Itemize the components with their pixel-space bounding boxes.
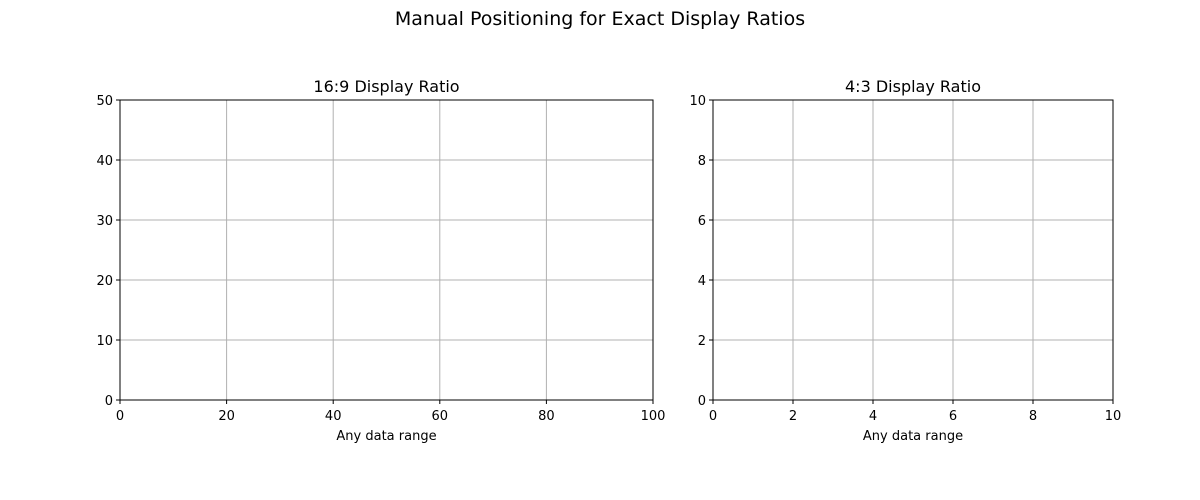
axes-frame bbox=[712, 99, 1114, 401]
x-tick-label: 4 bbox=[869, 409, 877, 424]
y-tick-label: 6 bbox=[698, 214, 706, 229]
plot-area bbox=[120, 100, 653, 400]
axes-title: 16:9 Display Ratio bbox=[313, 77, 459, 96]
axes-title: 4:3 Display Ratio bbox=[845, 77, 981, 96]
x-tick-label: 100 bbox=[641, 409, 666, 424]
x-axis-label: Any data range bbox=[863, 429, 963, 444]
y-tick-label: 2 bbox=[698, 334, 706, 349]
x-tick-label: 60 bbox=[432, 409, 449, 424]
axes-2: 0 2 4 6 8 10 0 2 4 6 8 10 4:3 Display Ratio Any data … bbox=[689, 77, 1121, 444]
x-tick-label: 2 bbox=[789, 409, 797, 424]
y-tick-label: 10 bbox=[689, 94, 706, 109]
x-tick-label: 8 bbox=[1029, 409, 1037, 424]
axes-1: 0 20 40 60 80 100 0 10 20 30 40 50 16:9 Display Rati… bbox=[96, 77, 665, 444]
y-tick-label: 40 bbox=[96, 154, 113, 169]
x-tick-label: 10 bbox=[1105, 409, 1122, 424]
x-tick-label: 0 bbox=[709, 409, 717, 424]
y-tick-label: 10 bbox=[96, 334, 113, 349]
y-tick-label: 4 bbox=[698, 274, 706, 289]
x-tick-label: 6 bbox=[949, 409, 957, 424]
y-tick-label: 30 bbox=[96, 214, 113, 229]
x-axis-label: Any data range bbox=[336, 429, 436, 444]
figure-suptitle: Manual Positioning for Exact Display Rat… bbox=[395, 8, 805, 30]
x-tick-label: 20 bbox=[218, 409, 235, 424]
x-tick-label: 40 bbox=[325, 409, 342, 424]
y-tick-label: 0 bbox=[698, 394, 706, 409]
y-tick-label: 20 bbox=[96, 274, 113, 289]
y-tick-label: 50 bbox=[96, 94, 113, 109]
y-tick-label: 8 bbox=[698, 154, 706, 169]
y-tick-label: 0 bbox=[105, 394, 113, 409]
x-tick-label: 0 bbox=[116, 409, 124, 424]
axes-frame bbox=[119, 99, 654, 401]
x-tick-label: 80 bbox=[538, 409, 555, 424]
plot-area bbox=[713, 100, 1113, 400]
